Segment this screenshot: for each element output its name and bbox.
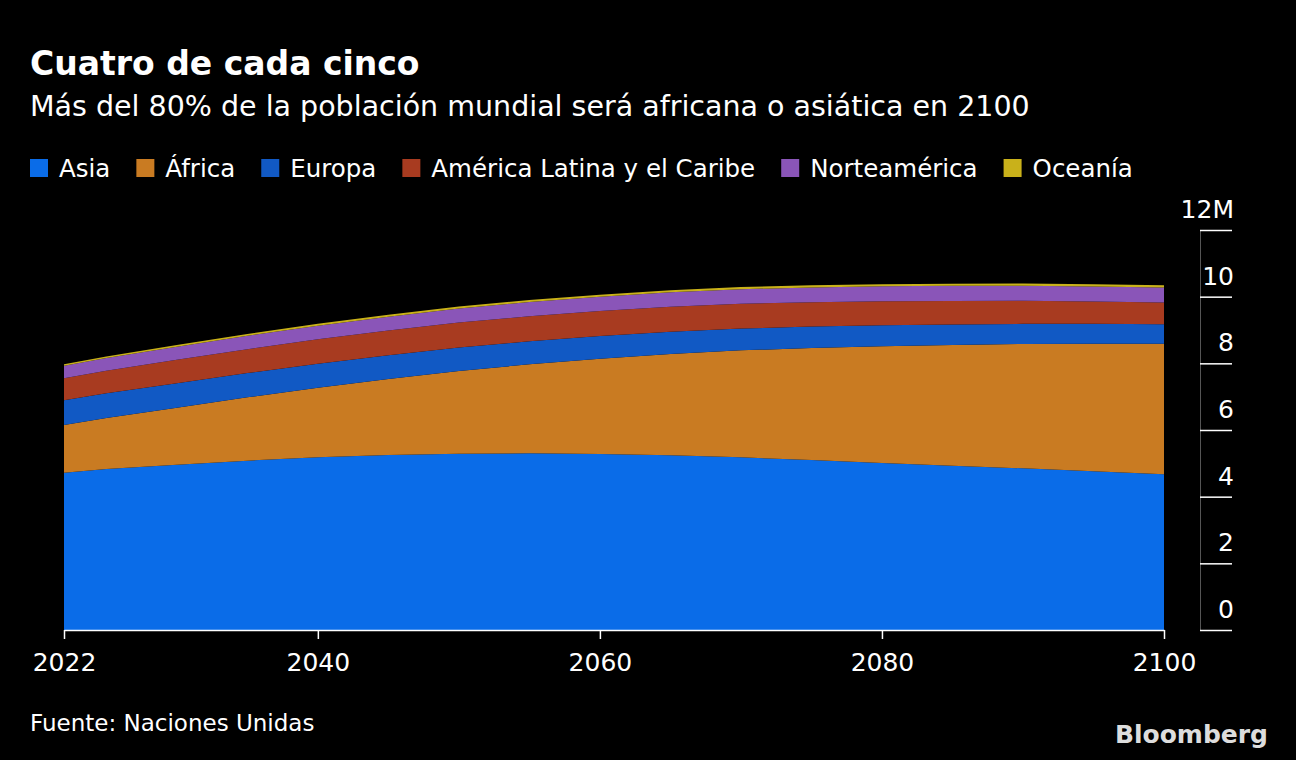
y-tick-label: 0 — [1218, 595, 1234, 624]
x-tick-label: 2060 — [569, 648, 633, 677]
x-tick-label: 2040 — [287, 648, 351, 677]
y-tick: 10 — [1200, 262, 1234, 298]
source: Fuente: Naciones Unidas — [30, 710, 314, 736]
area — [64, 453, 1164, 630]
legend-label: Asia — [59, 154, 110, 183]
y-tick-label: 12M — [1181, 195, 1234, 224]
x-tick-mark — [600, 630, 602, 639]
title: Cuatro de cada cinco — [30, 44, 420, 83]
y-tick: 4 — [1200, 462, 1234, 498]
background — [0, 0, 1296, 760]
x-tick-label: 2080 — [851, 648, 915, 677]
x-tick-mark — [882, 630, 884, 639]
legend-swatch — [1004, 159, 1022, 177]
legend-swatch — [30, 159, 48, 177]
y-tick-mark — [1200, 563, 1232, 565]
legend-swatch — [136, 159, 154, 177]
y-tick: 6 — [1200, 395, 1234, 431]
x-tick: 2100 — [1133, 630, 1197, 677]
x-tick: 2040 — [287, 630, 351, 677]
areas — [64, 284, 1164, 630]
y-tick-mark — [1200, 430, 1232, 432]
credit: Bloomberg — [1115, 720, 1268, 749]
legend-label: África — [165, 154, 235, 183]
area — [64, 286, 1164, 378]
x-tick-mark — [64, 630, 66, 639]
y-tick-mark — [1200, 496, 1232, 498]
x-tick-mark — [318, 630, 320, 639]
y-tick: 8 — [1200, 328, 1234, 364]
subtitle: Más del 80% de la población mundial será… — [30, 90, 1030, 123]
y-tick-label: 10 — [1202, 262, 1234, 291]
x-axis: 2022 2040 2060 2080 2100 — [33, 630, 1197, 677]
y-tick-mark — [1200, 363, 1232, 365]
y-tick-mark — [1200, 230, 1232, 232]
legend-swatch — [261, 159, 279, 177]
y-tick-label: 2 — [1218, 528, 1234, 557]
y-tick-label: 8 — [1218, 328, 1234, 357]
legend-label: Norteamérica — [810, 154, 977, 183]
y-tick: 2 — [1200, 528, 1234, 564]
x-tick: 2060 — [569, 630, 633, 677]
chart: Cuatro de cada cinco Más del 80% de la po… — [0, 0, 1296, 760]
y-axis: 0 2 4 6 8 10 12M — [1181, 195, 1234, 631]
y-tick-mark — [1200, 630, 1232, 632]
x-tick-label: 2100 — [1133, 648, 1197, 677]
y-tick: 12M — [1181, 195, 1234, 231]
x-axis-line — [65, 630, 1165, 632]
y-tick: 0 — [1200, 595, 1234, 631]
x-tick: 2080 — [851, 630, 915, 677]
y-tick-label: 4 — [1218, 462, 1234, 491]
x-tick-label: 2022 — [33, 648, 97, 677]
legend-label: América Latina y el Caribe — [431, 154, 755, 183]
y-tick-mark — [1200, 296, 1232, 298]
x-tick-mark — [1164, 630, 1166, 639]
legend: Asia África Europa América Latina y el Cari… — [30, 154, 1133, 183]
y-tick-label: 6 — [1218, 395, 1234, 424]
area — [64, 284, 1164, 366]
legend-label: Oceanía — [1033, 154, 1133, 183]
legend-swatch — [402, 159, 420, 177]
x-tick: 2022 — [33, 630, 97, 677]
legend-label: Europa — [290, 154, 376, 183]
legend-swatch — [781, 159, 799, 177]
